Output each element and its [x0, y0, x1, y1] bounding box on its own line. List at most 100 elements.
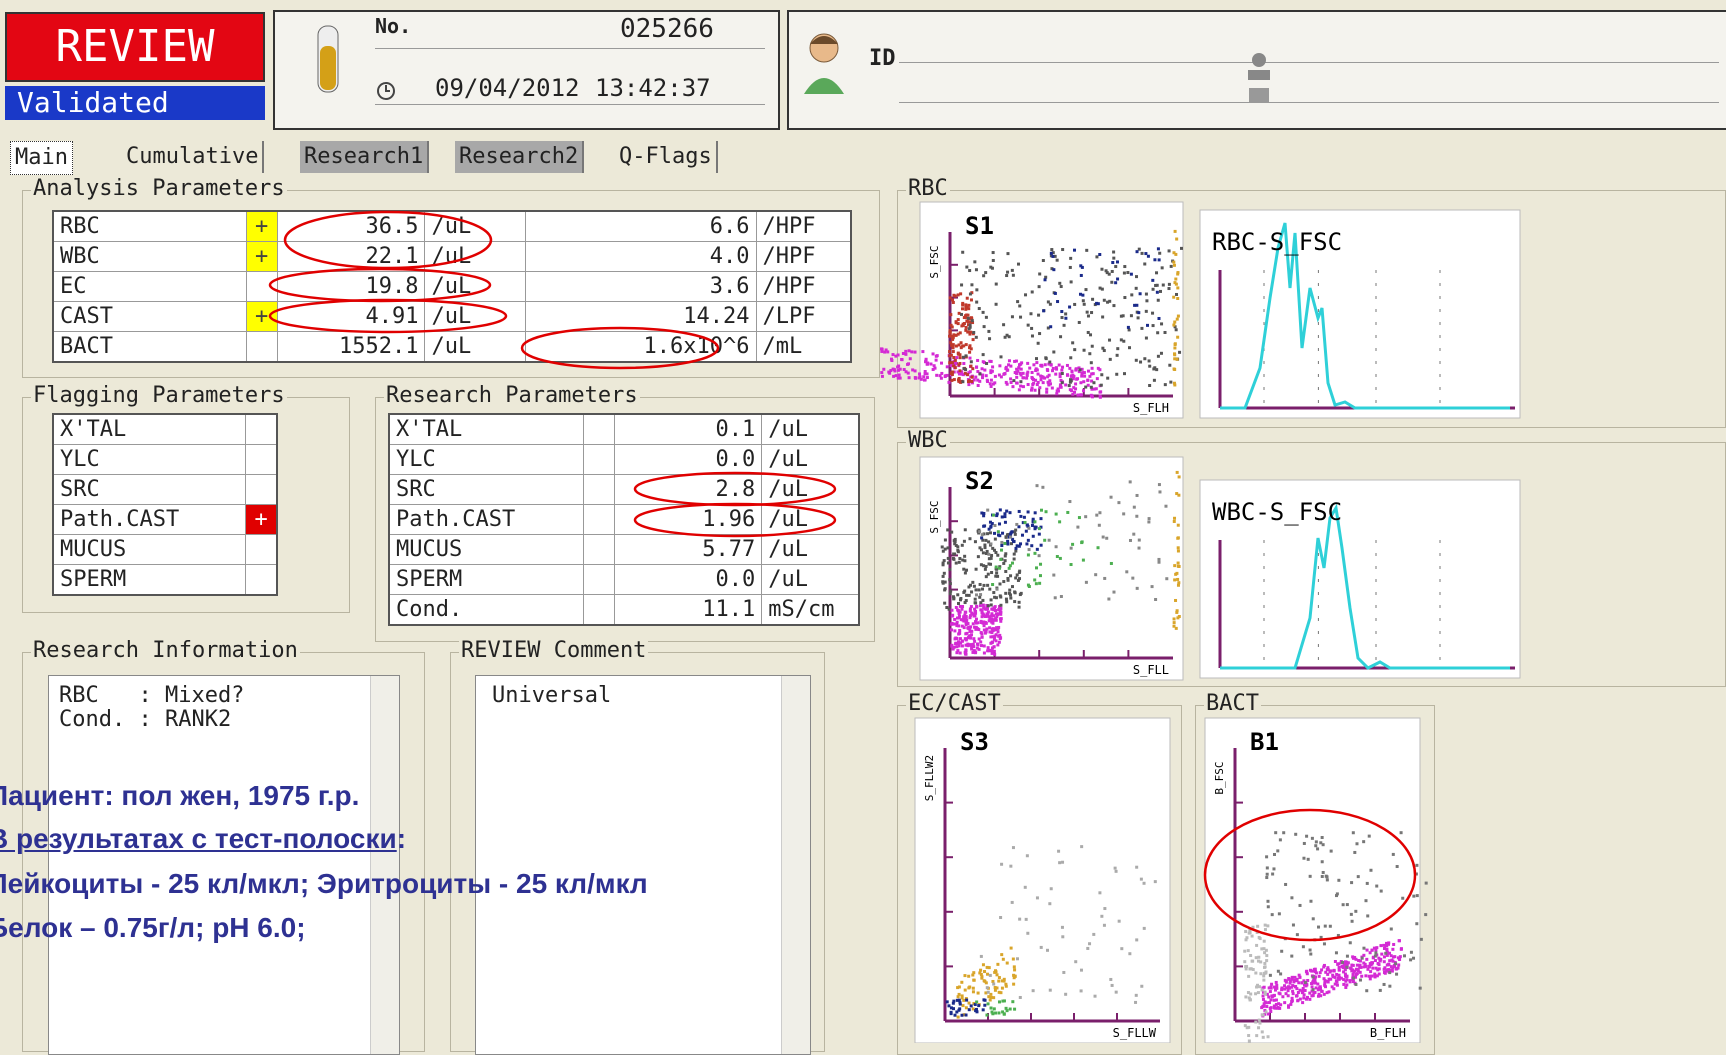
scatter-dot: [1316, 847, 1319, 850]
scatter-dot: [1011, 269, 1014, 272]
scatter-dot: [1360, 975, 1363, 978]
scatter-dot: [1263, 951, 1266, 954]
scatter-dot: [1087, 331, 1090, 334]
scatter-dot: [989, 999, 992, 1002]
x-axis-label: B_FLH: [1370, 1026, 1406, 1040]
scatter-dot: [1015, 376, 1018, 379]
scatter-dot: [972, 637, 975, 640]
scatter-dot: [988, 626, 991, 629]
scatter-dot: [1009, 536, 1012, 539]
scatter-dot: [969, 357, 972, 360]
scatter-dot: [1018, 363, 1021, 366]
scatter-dot: [1030, 544, 1033, 547]
scatter-dot: [1074, 369, 1077, 372]
scatter-dot: [1084, 386, 1087, 389]
scatter-dot: [979, 583, 982, 586]
scatter-dot: [988, 588, 991, 591]
scatter-dot: [948, 335, 951, 338]
scatter-dot: [1309, 949, 1312, 952]
scatter-dot: [979, 604, 982, 607]
scatter-dot: [1084, 288, 1087, 291]
scatter-dot: [1048, 361, 1051, 364]
scatter-dot: [958, 999, 961, 1002]
scatter-dot: [1136, 250, 1139, 253]
scatter-dot: [896, 366, 899, 369]
scatter-dot: [998, 582, 1001, 585]
scatter-dot: [964, 616, 967, 619]
scatter-dot: [982, 612, 985, 615]
scatter-dot: [1321, 836, 1324, 839]
scatter-dot: [952, 333, 955, 336]
scatter-dot: [1106, 377, 1109, 380]
scatter-dot: [1095, 387, 1098, 390]
scatter-dot: [1320, 990, 1323, 993]
plot-frame: [915, 718, 1170, 1043]
scatter-dot: [990, 649, 993, 652]
scatter-dot: [955, 544, 958, 547]
scatter-dot: [1035, 526, 1038, 529]
scatter-dot: [1109, 358, 1112, 361]
scatter-dot: [965, 653, 968, 656]
scatter-dot: [1027, 324, 1030, 327]
scatter-dot: [1070, 280, 1073, 283]
scatter-dot: [1153, 258, 1156, 261]
scatter-dot: [1365, 958, 1368, 961]
scatter-dot: [975, 606, 978, 609]
scatter-dot: [1056, 555, 1059, 558]
scatter-dot: [997, 612, 1000, 615]
scatter-dot: [976, 643, 979, 646]
scatter-dot: [1123, 372, 1126, 375]
scatter-dot: [991, 522, 994, 525]
scatter-dot: [1344, 960, 1347, 963]
scatter-dot: [1244, 995, 1247, 998]
scatter-dot: [1137, 316, 1140, 319]
scatter-dot: [900, 358, 903, 361]
scatter-dot: [994, 1012, 997, 1015]
scatter-dot: [943, 559, 946, 562]
scatter-dot: [1390, 959, 1393, 962]
scatter-dot: [977, 628, 980, 631]
scatter-dot: [1158, 252, 1161, 255]
scatter-dot: [1134, 1001, 1137, 1004]
scatter-dot: [1135, 287, 1138, 290]
scatter-dot: [1353, 851, 1356, 854]
scatter-dot: [1307, 858, 1310, 861]
scatter-dot: [962, 568, 965, 571]
scatter-dot: [1054, 373, 1057, 376]
scatter-dot: [1041, 486, 1044, 489]
scatter-dot: [1369, 970, 1372, 973]
scatter-dot: [1342, 983, 1345, 986]
scatter-dot: [993, 532, 996, 535]
scatter-dot: [982, 311, 985, 314]
scatter-dot: [1251, 960, 1254, 963]
scatter-dot: [1070, 374, 1073, 377]
scatter-dot: [1157, 299, 1160, 302]
scatter-dot: [1256, 931, 1259, 934]
scatter-dot: [1374, 951, 1377, 954]
scatter-dot: [1290, 1000, 1293, 1003]
scatter-dot: [1080, 989, 1083, 992]
scatter-dot: [988, 337, 991, 340]
scatter-dot: [1097, 546, 1100, 549]
scatter-dot: [990, 379, 993, 382]
scatter-dot: [965, 999, 968, 1002]
scatter-dot: [958, 615, 961, 618]
scatter-dot: [1176, 271, 1179, 274]
scatter-dot: [1398, 958, 1401, 961]
scatter-dot: [1028, 548, 1031, 551]
scatter-dot: [1018, 388, 1021, 391]
scatter-dot: [989, 382, 992, 385]
scatter-dot: [1312, 991, 1315, 994]
scatter-dot: [1391, 970, 1394, 973]
scatter-dot: [1140, 985, 1143, 988]
scatter-dot: [1336, 892, 1339, 895]
scatter-dot: [1095, 255, 1098, 258]
scatter-dot: [1280, 950, 1283, 953]
scatter-dot: [1035, 566, 1038, 569]
scatter-dot: [1158, 490, 1161, 493]
scatter-dot: [1165, 577, 1168, 580]
scatter-dot: [1082, 389, 1085, 392]
scatter-dot: [968, 594, 971, 597]
scatter-dot: [947, 546, 950, 549]
scatter-dot: [979, 593, 982, 596]
